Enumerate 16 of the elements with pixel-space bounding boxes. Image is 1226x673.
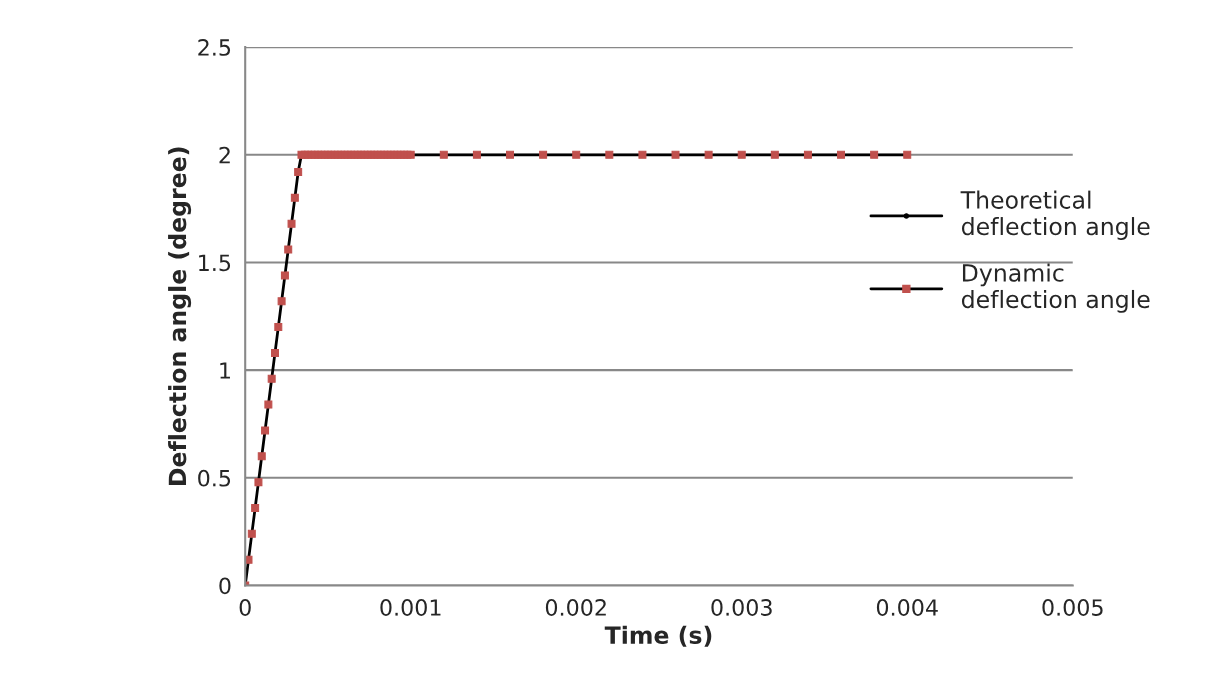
x-tick-label: 0.004	[876, 599, 938, 616]
x-axis-title: Time (s)	[604, 625, 712, 647]
legend-label: Dynamic deflection angle	[961, 263, 1150, 313]
x-tick-label: 0.003	[711, 599, 772, 616]
y-tick-label: 0	[219, 577, 231, 595]
y-tick-label: 2	[219, 146, 230, 164]
legend-label: Theoretical deflection angle	[960, 190, 1150, 240]
y-tick-label: 1	[220, 362, 230, 379]
x-tick-label: 0.001	[380, 599, 441, 616]
y-tick-label: 2.5	[198, 39, 231, 56]
y-tick-label: 0.5	[198, 469, 231, 487]
x-tick-label: 0.005	[1042, 599, 1103, 616]
x-tick-label: 0	[239, 599, 251, 616]
x-tick-label: 0.002	[545, 599, 606, 616]
y-tick-label: 1.5	[199, 254, 231, 272]
y-axis-title: Deflection angle (degree)	[168, 147, 192, 485]
